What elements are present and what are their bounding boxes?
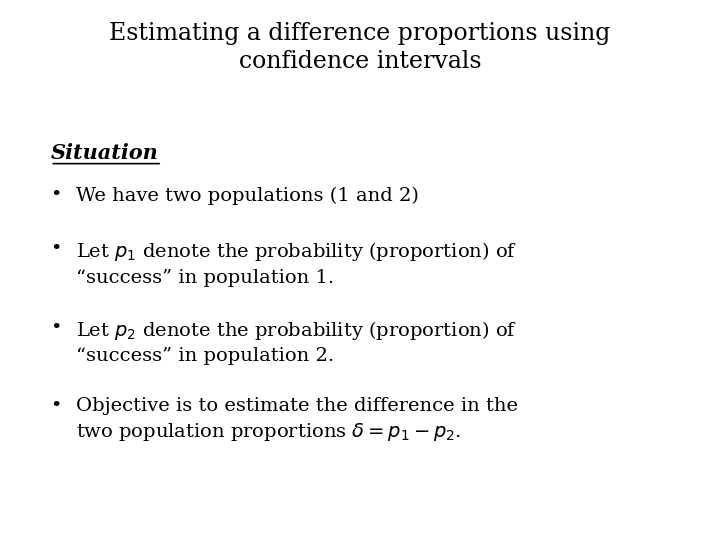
Text: Situation: Situation xyxy=(50,143,158,163)
Text: We have two populations (1 and 2): We have two populations (1 and 2) xyxy=(76,186,418,205)
Text: •: • xyxy=(50,186,62,204)
Text: Estimating a difference proportions using
confidence intervals: Estimating a difference proportions usin… xyxy=(109,22,611,73)
Text: Let $p_2$ denote the probability (proportion) of
“success” in population 2.: Let $p_2$ denote the probability (propor… xyxy=(76,319,517,365)
Text: •: • xyxy=(50,397,62,415)
Text: Let $p_1$ denote the probability (proportion) of
“success” in population 1.: Let $p_1$ denote the probability (propor… xyxy=(76,240,517,287)
Text: •: • xyxy=(50,240,62,258)
Text: •: • xyxy=(50,319,62,336)
Text: Objective is to estimate the difference in the
two population proportions $\delt: Objective is to estimate the difference … xyxy=(76,397,518,443)
